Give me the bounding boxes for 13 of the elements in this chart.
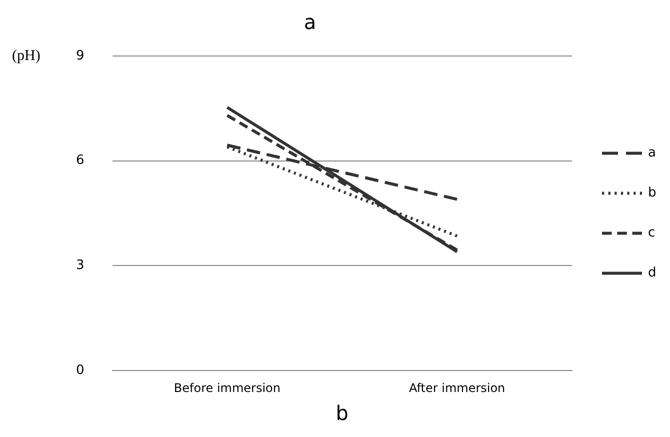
- x-tick-label: Before immersion: [174, 380, 281, 395]
- chart-title: a: [304, 10, 316, 34]
- y-tick-label: 6: [76, 153, 84, 168]
- y-tick-label: 0: [76, 362, 84, 378]
- legend-label: c: [648, 226, 656, 241]
- y-tick-label: 3: [76, 258, 84, 274]
- legend-label: b: [648, 186, 656, 201]
- y-axis-title: (pH): [12, 48, 40, 64]
- text: b: [336, 401, 348, 426]
- x-tick-label: After immersion: [408, 380, 506, 395]
- legend-label: d: [648, 266, 656, 281]
- y-tick-label: 9: [76, 48, 84, 64]
- legend-label: a: [648, 146, 656, 161]
